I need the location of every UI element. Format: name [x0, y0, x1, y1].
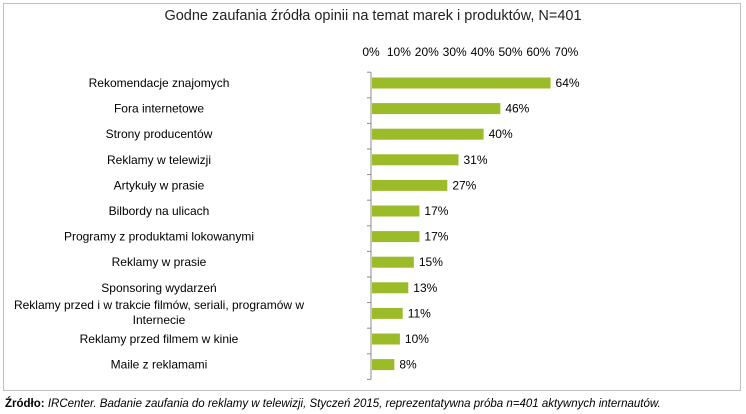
chart-frame: [3, 3, 741, 391]
chart-title: Godne zaufania źródła opinii na temat ma…: [164, 8, 582, 24]
bar: [372, 179, 448, 191]
data-label: 27%: [452, 178, 476, 192]
data-label: 10%: [405, 332, 429, 346]
bar: [372, 128, 484, 140]
data-label: 17%: [424, 230, 448, 244]
source-note: Źródło: IRCenter. Badanie zaufania do re…: [5, 398, 661, 410]
data-label: 17%: [424, 204, 448, 218]
x-tick-label: 60%: [526, 45, 550, 59]
data-label: 40%: [489, 127, 513, 141]
category-label: Strony producentów: [106, 127, 213, 141]
category-label: Sponsoring wydarzeń: [101, 281, 216, 295]
category-label: Reklamy w telewizji: [107, 153, 211, 167]
data-label: 11%: [408, 306, 431, 320]
data-label: 46%: [505, 102, 529, 116]
x-tick-label: 20%: [415, 45, 439, 59]
data-label: 15%: [419, 255, 443, 269]
bar: [372, 77, 551, 89]
category-label: Bilbordy na ulicach: [109, 204, 210, 218]
x-tick-label: 70%: [554, 45, 578, 59]
category-label: Fora internetowe: [114, 102, 204, 116]
x-tick-label: 30%: [443, 45, 467, 59]
data-label: 64%: [556, 76, 580, 90]
bar: [372, 282, 409, 294]
category-label: Reklamy przed i w trakcie filmów, serial…: [14, 298, 304, 327]
bar: [372, 256, 414, 268]
category-label: Programy z produktami lokowanymi: [64, 230, 254, 244]
bar: [372, 205, 420, 217]
data-label: 31%: [463, 153, 487, 167]
bar: [372, 231, 420, 243]
x-tick-label: 0%: [362, 45, 380, 59]
x-tick-label: 10%: [387, 45, 411, 59]
data-label: 8%: [399, 358, 417, 372]
bar: [372, 103, 501, 115]
category-label: Artykuły w prasie: [114, 178, 205, 192]
bar: [372, 307, 403, 319]
x-tick-label: 50%: [498, 45, 522, 59]
x-tick-label: 40%: [471, 45, 495, 59]
data-label: 13%: [413, 281, 437, 295]
bar: [372, 333, 400, 345]
bar: [372, 359, 395, 371]
source-text: IRCenter. Badanie zaufania do reklamy w …: [47, 398, 661, 410]
category-label: Reklamy w prasie: [112, 255, 207, 269]
source-label: Źródło:: [5, 398, 45, 410]
bar: [372, 154, 459, 166]
category-label: Reklamy przed filmem w kinie: [80, 332, 239, 346]
category-label: Maile z reklamami: [111, 358, 208, 372]
category-label: Rekomendacje znajomych: [89, 76, 230, 90]
